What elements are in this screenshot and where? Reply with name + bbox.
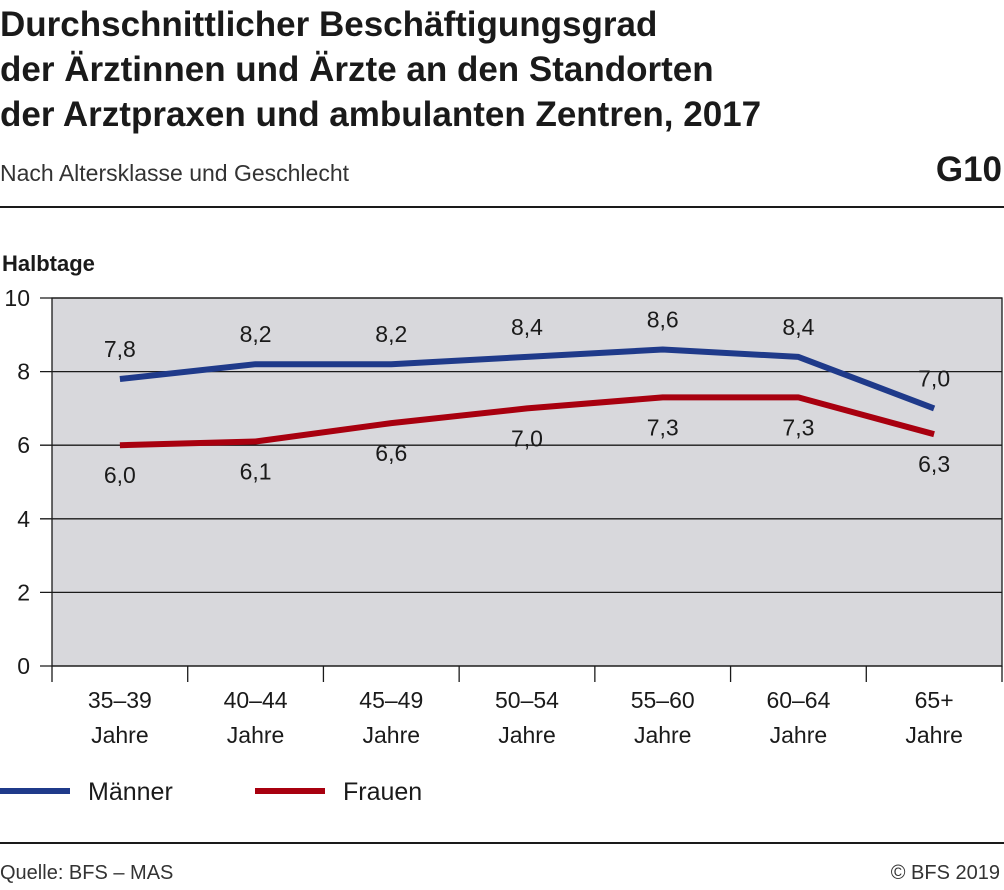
data-label-maenner: 8,4: [782, 314, 814, 340]
data-label-frauen: 6,1: [240, 459, 272, 485]
data-label-frauen: 6,6: [375, 440, 407, 466]
legend-label-maenner: Männer: [88, 778, 173, 806]
x-tick-label: Jahre: [227, 722, 285, 748]
x-tick-label: Jahre: [634, 722, 692, 748]
x-tick-label: Jahre: [363, 722, 421, 748]
data-label-maenner: 8,2: [240, 321, 272, 347]
copyright-note: © BFS 2019: [890, 862, 1000, 884]
data-label-frauen: 7,0: [511, 425, 543, 451]
data-label-maenner: 7,8: [104, 336, 136, 362]
data-label-maenner: 8,4: [511, 314, 543, 340]
y-tick-label: 8: [17, 359, 30, 385]
chart-title-line: der Arztpraxen und ambulanten Zentren, 2…: [0, 95, 762, 134]
series-line-frauen: [119, 394, 935, 449]
x-tick-label: 60–64: [766, 687, 830, 713]
series-line-maenner: [119, 346, 936, 412]
legend-label-frauen: Frauen: [343, 778, 422, 806]
x-tick-label: Jahre: [905, 722, 963, 748]
x-tick-label: 65+: [915, 687, 954, 713]
data-label-maenner: 8,6: [647, 307, 679, 333]
data-label-maenner: 7,0: [918, 365, 950, 391]
x-tick-label: Jahre: [498, 722, 556, 748]
y-tick-label: 2: [17, 579, 30, 605]
x-tick-label: 45–49: [359, 687, 423, 713]
data-label-frauen: 6,3: [918, 451, 950, 477]
header-divider: [0, 206, 1004, 208]
data-label-frauen: 7,3: [782, 414, 814, 440]
line-chart: Halbtage 0 2 4 6 8 10 35–39 Jahre 40–44 Jahre 45–49…: [0, 251, 1003, 806]
plot-border: [51, 297, 1003, 667]
x-tick-label: 40–44: [224, 687, 288, 713]
chart-subtitle: Nach Altersklasse und Geschlecht: [0, 160, 350, 186]
x-tick-label: Jahre: [91, 722, 149, 748]
data-label-frauen: 6,0: [104, 462, 136, 488]
y-tick-label: 6: [17, 432, 30, 458]
chart-title-line: der Ärztinnen und Ärzte an den Standorte…: [0, 50, 714, 89]
y-tick-label: 0: [17, 653, 30, 679]
y-tick-label: 10: [4, 285, 30, 311]
footer-divider: [0, 842, 1004, 844]
y-axis-label: Halbtage: [2, 251, 95, 276]
data-label-frauen: 7,3: [647, 414, 679, 440]
chart-title-line: Durchschnittlicher Beschäftigungsgrad: [0, 5, 658, 44]
data-label-maenner: 8,2: [375, 321, 407, 347]
figure-id: G10: [935, 150, 1002, 189]
x-tick-label: 50–54: [495, 687, 559, 713]
plot-area: [52, 298, 1002, 666]
y-tick-label: 4: [17, 506, 30, 532]
source-note: Quelle: BFS – MAS: [0, 862, 174, 884]
x-tick-label: Jahre: [770, 722, 828, 748]
chart-title: Durchschnittlicher Beschäftigungsgrad de…: [0, 2, 900, 137]
x-tick-label: 55–60: [631, 687, 695, 713]
x-tick-label: 35–39: [88, 687, 152, 713]
